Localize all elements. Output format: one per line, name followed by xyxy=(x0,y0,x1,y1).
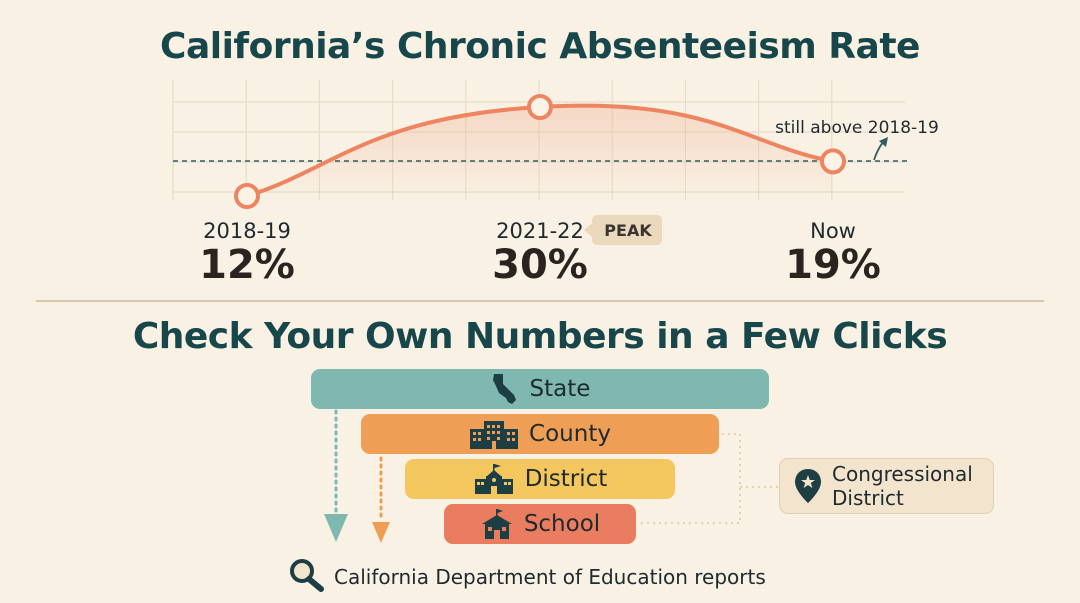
value-label: 30% xyxy=(492,242,588,288)
area-fill xyxy=(247,105,833,200)
curved-arrow-head xyxy=(879,137,888,147)
arrow-down-icon xyxy=(324,514,348,542)
level-label-school: School xyxy=(523,511,601,537)
level-bar-county: County xyxy=(361,414,719,454)
value-label: 19% xyxy=(785,242,881,288)
school-building-icon xyxy=(473,464,515,494)
section-divider xyxy=(36,300,1044,302)
peak-badge xyxy=(592,215,662,245)
peak-annotation: PEAK xyxy=(604,221,652,240)
california-map-icon xyxy=(490,373,520,405)
still-above-annotation: still above 2018-19 xyxy=(775,118,939,138)
chart-title: California’s Chronic Absenteeism Rate xyxy=(160,26,920,67)
building-icon xyxy=(469,419,519,449)
data-point-2021-22 xyxy=(527,94,553,120)
level-bar-school: School xyxy=(444,504,636,544)
value-label: 12% xyxy=(199,242,295,288)
data-point-Now xyxy=(820,148,846,175)
level-label-state: State xyxy=(529,376,591,402)
data-point-2018-19 xyxy=(234,183,260,209)
category-label: 2021-22 xyxy=(496,219,584,243)
congressional-district-card: Congressional District xyxy=(779,458,994,514)
source-footer: California Department of Education repor… xyxy=(288,558,766,596)
location-pin-star-icon xyxy=(794,468,822,504)
level-label-district: District xyxy=(524,466,608,492)
source-label: California Department of Education repor… xyxy=(334,565,766,589)
magnifier-icon xyxy=(288,558,326,596)
category-label: Now xyxy=(810,219,856,243)
section-title: Check Your Own Numbers in a Few Clicks xyxy=(132,316,948,357)
level-bar-district: District xyxy=(405,459,675,499)
congressional-district-label: Congressional District xyxy=(832,462,973,510)
level-bar-state: State xyxy=(311,369,769,409)
arrow-down-icon xyxy=(372,522,390,543)
peak-badge-pointer xyxy=(584,223,592,237)
schoolhouse-icon xyxy=(480,509,514,539)
level-label-county: County xyxy=(529,421,611,447)
category-label: 2018-19 xyxy=(203,219,291,243)
